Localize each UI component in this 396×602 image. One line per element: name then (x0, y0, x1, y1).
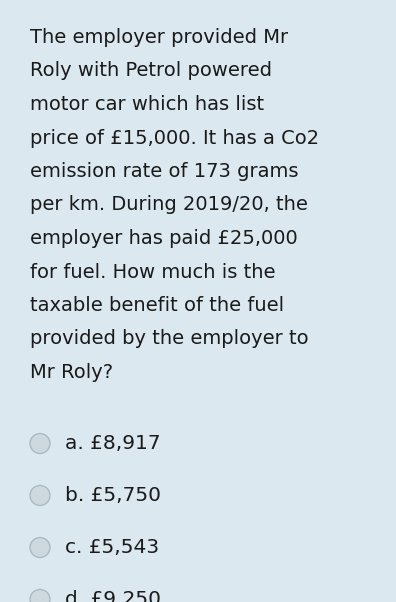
Circle shape (30, 433, 50, 453)
Text: d. £9,250: d. £9,250 (65, 590, 161, 602)
Text: The employer provided Mr: The employer provided Mr (30, 28, 288, 47)
Circle shape (30, 589, 50, 602)
Circle shape (30, 538, 50, 557)
Text: motor car which has list: motor car which has list (30, 95, 264, 114)
Text: Roly with Petrol powered: Roly with Petrol powered (30, 61, 272, 81)
Text: b. £5,750: b. £5,750 (65, 486, 161, 505)
Text: per km. During 2019/20, the: per km. During 2019/20, the (30, 196, 308, 214)
Text: c. £5,543: c. £5,543 (65, 538, 159, 557)
Text: taxable benefit of the fuel: taxable benefit of the fuel (30, 296, 284, 315)
Text: for fuel. How much is the: for fuel. How much is the (30, 262, 276, 282)
Text: employer has paid £25,000: employer has paid £25,000 (30, 229, 298, 248)
Circle shape (30, 485, 50, 506)
Text: a. £8,917: a. £8,917 (65, 434, 161, 453)
Text: provided by the employer to: provided by the employer to (30, 329, 308, 349)
Text: price of £15,000. It has a Co2: price of £15,000. It has a Co2 (30, 128, 319, 147)
Text: emission rate of 173 grams: emission rate of 173 grams (30, 162, 299, 181)
Text: Mr Roly?: Mr Roly? (30, 363, 113, 382)
